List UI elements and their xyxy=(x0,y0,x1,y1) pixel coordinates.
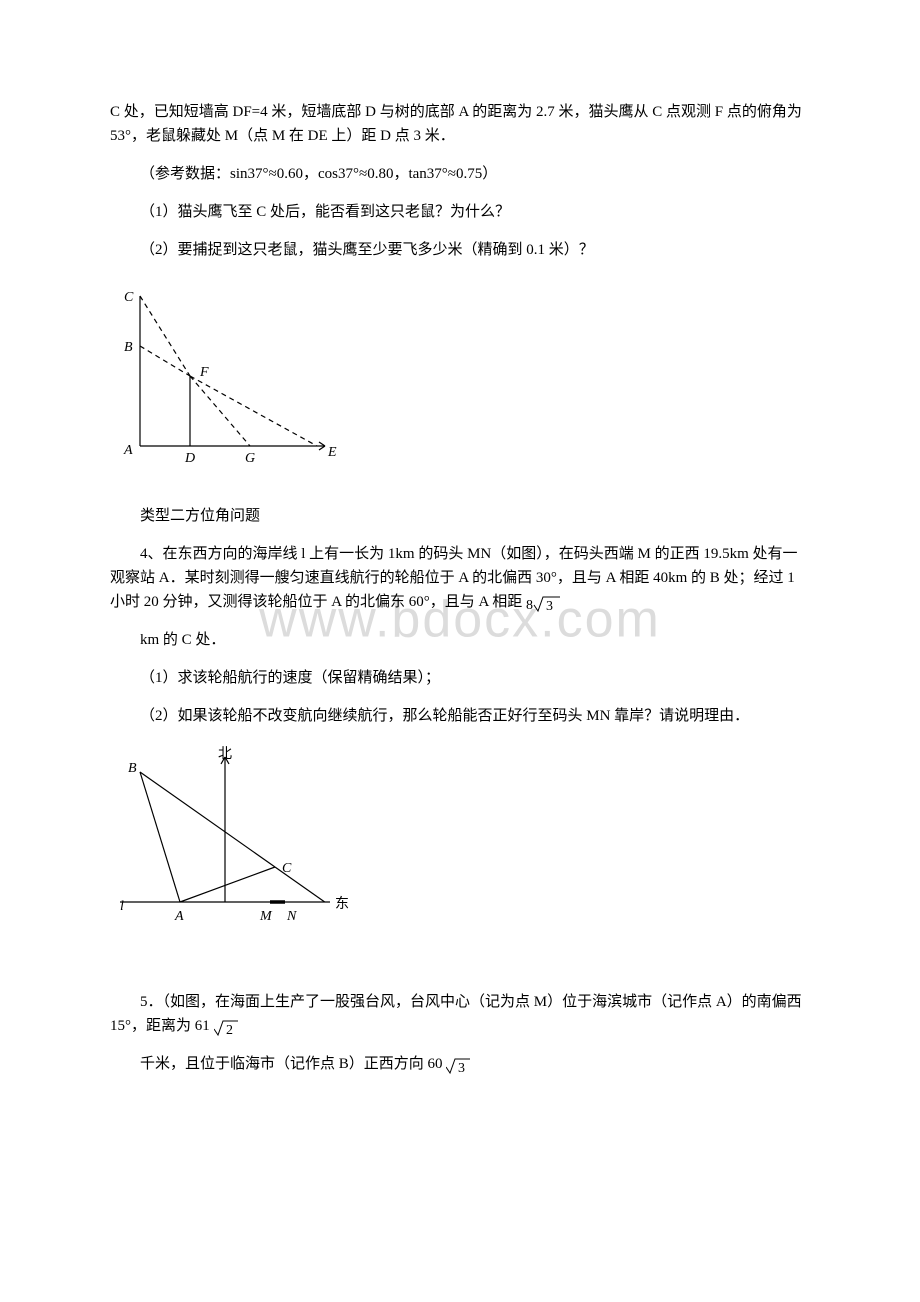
svg-text:A: A xyxy=(174,909,184,924)
paragraph-q2: （2）要捕捉到这只老鼠，猫头鹰至少要飞多少米（精确到 0.1 米）？ xyxy=(110,238,810,262)
svg-text:N: N xyxy=(286,909,297,924)
svg-text:3: 3 xyxy=(458,1061,465,1075)
paragraph-intro: C 处，已知短墙高 DF=4 米，短墙底部 D 与树的底部 A 的距离为 2.7… xyxy=(110,100,810,148)
problem5-text-b: 千米，且位于临海市（记作点 B）正西方向 60 xyxy=(140,1056,443,1072)
diagram-owl-tree: A B C D E F G xyxy=(110,276,810,484)
svg-text:A: A xyxy=(123,443,133,458)
svg-text:东: 东 xyxy=(335,896,349,912)
svg-text:E: E xyxy=(327,445,337,460)
svg-text:F: F xyxy=(199,365,209,380)
section-heading-type2: 类型二方位角问题 xyxy=(110,504,810,528)
paragraph-refdata: （参考数据：sin37°≈0.60，cos37°≈0.80，tan37°≈0.7… xyxy=(110,162,810,186)
sqrt-8root3: 83 xyxy=(526,594,562,610)
problem4-text-a: 4、在东西方向的海岸线 l 上有一长为 1km 的码头 MN（如图），在码头西端… xyxy=(110,546,798,610)
paragraph-problem5-b: 千米，且位于临海市（记作点 B）正西方向 60 3 xyxy=(110,1052,810,1076)
svg-text:M: M xyxy=(259,909,273,924)
diagram-ship-bearing: A B C MNl 北东 xyxy=(110,742,810,950)
svg-text:C: C xyxy=(124,290,134,305)
paragraph-q4-2: （2）如果该轮船不改变航向继续航行，那么轮船能否正好行至码头 MN 靠岸？请说明… xyxy=(110,704,810,728)
paragraph-problem4-c: km 的 C 处． xyxy=(110,628,810,652)
svg-text:l: l xyxy=(120,899,124,914)
sqrt-root3: 3 xyxy=(446,1056,472,1072)
svg-text:D: D xyxy=(184,451,195,466)
svg-text:2: 2 xyxy=(226,1023,233,1037)
svg-text:B: B xyxy=(124,340,133,355)
svg-text:8: 8 xyxy=(526,598,533,613)
svg-text:3: 3 xyxy=(546,599,553,613)
svg-text:G: G xyxy=(245,451,255,466)
svg-text:C: C xyxy=(282,861,292,876)
paragraph-q1: （1）猫头鹰飞至 C 处后，能否看到这只老鼠？为什么？ xyxy=(110,200,810,224)
sqrt-root2: 2 xyxy=(214,1018,240,1034)
paragraph-problem5: 5．（如图，在海面上生产了一股强台风，台风中心（记为点 M）位于海滨城市（记作点… xyxy=(110,990,810,1038)
paragraph-q4-1: （1）求该轮船航行的速度（保留精确结果）； xyxy=(110,666,810,690)
paragraph-problem4: 4、在东西方向的海岸线 l 上有一长为 1km 的码头 MN（如图），在码头西端… xyxy=(110,542,810,614)
svg-text:B: B xyxy=(128,761,137,776)
document-content: C 处，已知短墙高 DF=4 米，短墙底部 D 与树的底部 A 的距离为 2.7… xyxy=(110,100,810,1076)
svg-text:北: 北 xyxy=(218,746,232,762)
